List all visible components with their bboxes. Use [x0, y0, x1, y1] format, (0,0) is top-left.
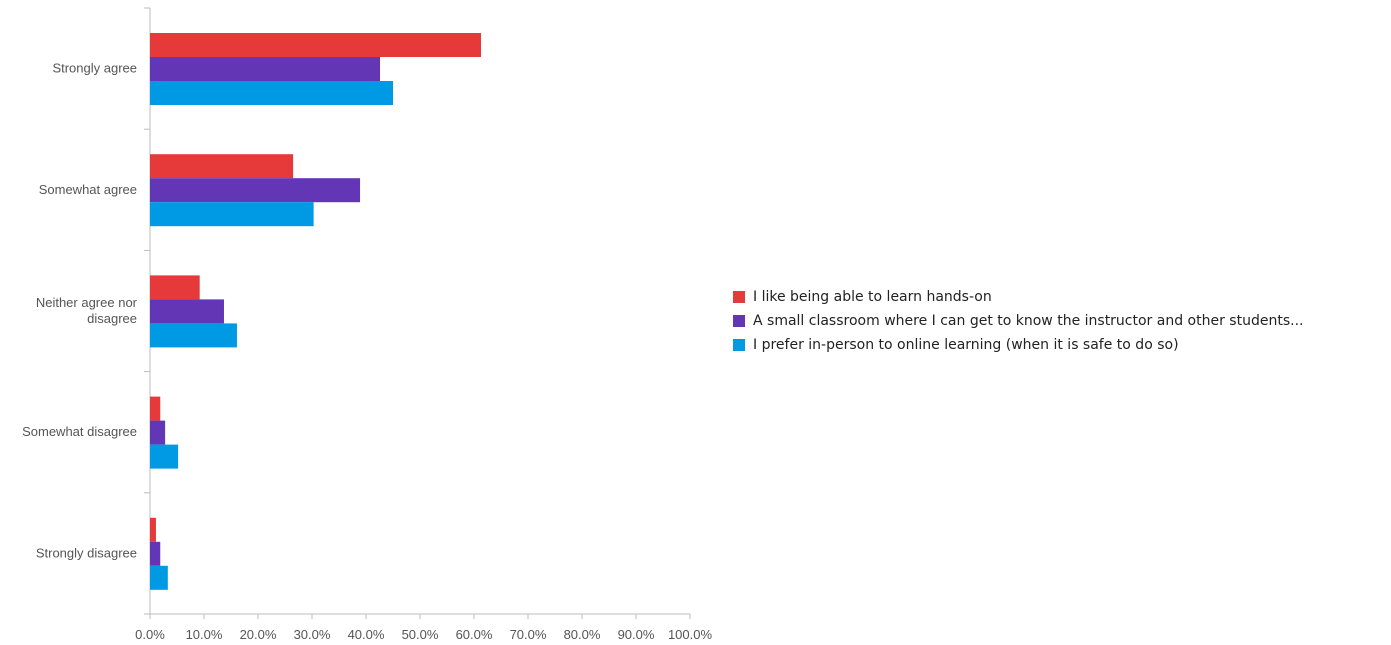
- bar-series-2[interactable]: [150, 178, 361, 203]
- x-tick-label: 80.0%: [564, 627, 601, 642]
- bar-series-3[interactable]: [150, 565, 168, 590]
- bar-series-1[interactable]: [150, 33, 482, 57]
- bar-series-1[interactable]: [150, 517, 156, 542]
- chart-labels: 0.0% 10.0% 20.0% 30.0% 40.0% 50.0% 60.0% 70.0% 8…: [22, 61, 712, 642]
- bar-series-2[interactable]: [150, 57, 381, 81]
- x-tick-label: 10.0%: [186, 627, 223, 642]
- category-label: Strongly agree: [52, 61, 137, 76]
- bar-series-2[interactable]: [150, 299, 224, 324]
- legend-swatch: [733, 315, 745, 327]
- bar-series-1[interactable]: [150, 275, 200, 300]
- bar-series-3[interactable]: [150, 444, 179, 469]
- bar-series-3[interactable]: [150, 202, 314, 227]
- legend-item-1[interactable]: I like being able to learn hands-on: [733, 285, 1373, 309]
- x-tick-label: 90.0%: [618, 627, 655, 642]
- legend-item-3[interactable]: I prefer in-person to online learning (w…: [733, 333, 1373, 357]
- x-tick-label: 60.0%: [456, 627, 493, 642]
- x-tick-label: 70.0%: [510, 627, 547, 642]
- chart-legend: I like being able to learn hands-on A sma…: [733, 285, 1373, 357]
- category-label: Somewhat disagree: [22, 424, 137, 439]
- x-tick-label: 50.0%: [402, 627, 439, 642]
- bar-series-1[interactable]: [150, 154, 294, 179]
- category-label: Strongly disagree: [36, 545, 137, 560]
- category-label: Neither agree nor disagree: [36, 295, 138, 326]
- bar-series-1[interactable]: [150, 396, 161, 421]
- bar-series-3[interactable]: [150, 81, 393, 105]
- legend-label: A small classroom where I can get to kno…: [753, 313, 1304, 329]
- legend-swatch: [733, 291, 745, 303]
- legend-label: I prefer in-person to online learning (w…: [753, 337, 1179, 353]
- bar-series-2[interactable]: [150, 420, 166, 445]
- x-tick-label: 20.0%: [240, 627, 277, 642]
- bar-series-3[interactable]: [150, 323, 237, 348]
- x-tick-label: 40.0%: [348, 627, 385, 642]
- category-label: Somewhat agree: [39, 182, 137, 197]
- x-tick-label: 100.0%: [668, 627, 713, 642]
- legend-item-2[interactable]: A small classroom where I can get to kno…: [733, 309, 1373, 333]
- bar-series-2[interactable]: [150, 541, 161, 566]
- legend-swatch: [733, 339, 745, 351]
- chart-bars: [150, 33, 482, 590]
- x-tick-label: 30.0%: [294, 627, 331, 642]
- legend-label: I like being able to learn hands-on: [753, 289, 992, 305]
- x-tick-label: 0.0%: [135, 627, 165, 642]
